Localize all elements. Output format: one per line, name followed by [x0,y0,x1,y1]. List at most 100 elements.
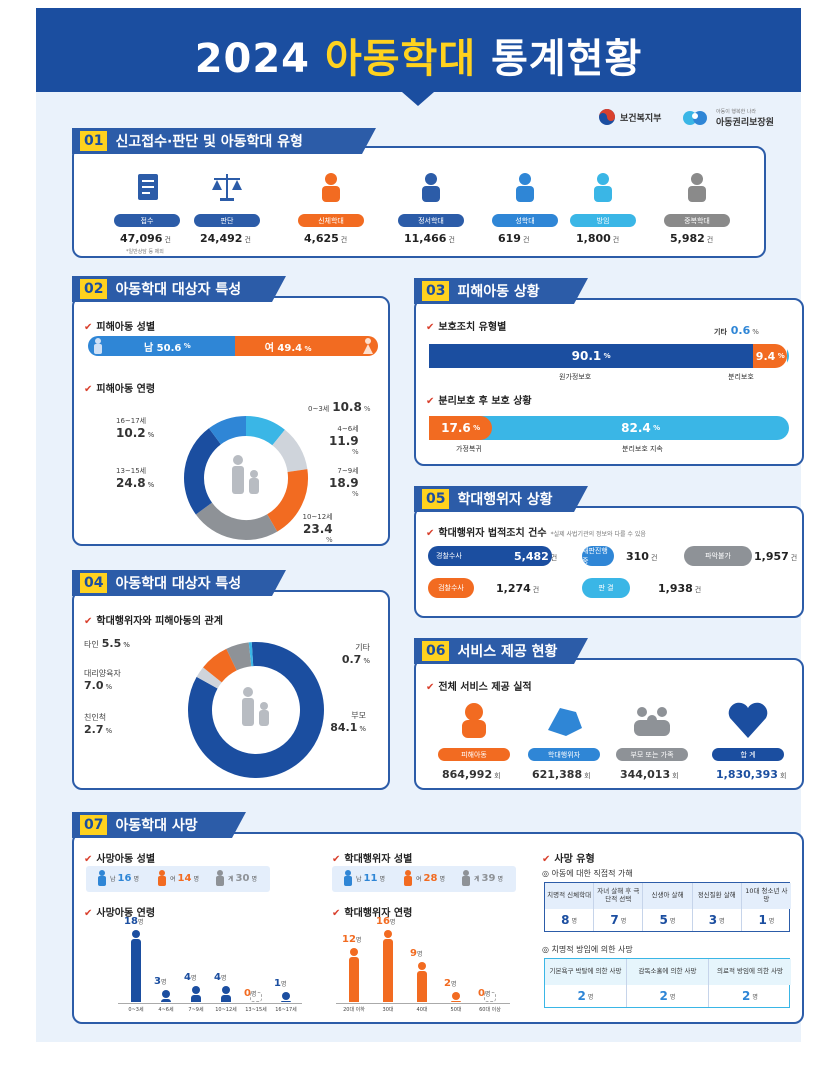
donut-slice [266,469,308,532]
victim-gender-subtitle: ✔ 피해아동 성별 [84,322,156,333]
age-axis-label: 13~15세 [245,1007,267,1013]
age-axis-label: 7~9세 [188,1007,204,1013]
table-header: 기본욕구 박탈에 의한 사망 [545,959,626,985]
services-subtitle: ✔ 전체 서비스 제공 실적 [426,682,532,693]
section-03-header: 03 피해아동 상황 [414,278,588,304]
age-axis-label: 20대 이하 [343,1007,365,1013]
legal-action-label: 검찰수사 [428,578,474,598]
section-01-header: 01 신고접수·판단 및 아동학대 유형 [72,128,376,154]
neglect-table: 기본욕구 박탈에 의한 사망 2 명 감독소홀에 의한 사망 2 명 의료적 방임에 의한 … [544,958,791,1008]
age-axis-label: 0~3세 [128,1007,144,1013]
death-perp-age-subtitle: ✔ 학대행위자 연령 [332,908,413,919]
death-count-label: 1명 [274,978,287,989]
relationship-label: 기타 0.7% [341,643,370,666]
death-count-bar [450,992,462,1002]
etc-segment [787,344,789,368]
emotional-abuse-icon [414,170,448,204]
service-label: 부모 또는 가족 [616,748,688,761]
table-header: 의료적 방임에 의한 사망 [709,959,791,985]
section-reports [72,146,766,258]
death-count-label: 4명 [214,972,227,983]
donut-slice [245,416,285,446]
service-value: 864,992 회 [442,768,501,781]
sexual-abuse-icon [508,170,542,204]
table-header: 신생아 살해 [643,883,692,909]
relationship-label: 부모 84.1% [330,711,366,734]
donut-slice [195,502,278,540]
person-icon [462,870,470,886]
donut-slice [226,642,252,671]
age-axis-label: 40대 [416,1007,428,1013]
poster: 2024 아동학대 통계현황 보건복지부 아동이 행복한 나라 아동권리보장원 0… [36,8,804,1042]
person-icon [216,870,224,886]
clipboard-icon [130,170,164,204]
child-age-axis [118,1003,302,1004]
table-cell: 자녀 살해 후 극단적 선택 7 명 [594,883,644,931]
section-02-header: 02 아동학대 대상자 특성 [72,276,286,302]
donut-slice [203,648,238,683]
etc-value: 기타 0.6% [714,324,759,337]
table-header: 정신질환 살해 [692,883,741,909]
girl-icon [362,338,373,354]
section-06-header: 06 서비스 제공 현황 [414,638,588,664]
table-cell: 의료적 방임에 의한 사망 2 명 [709,959,791,1007]
donut-slice [184,428,222,515]
death-count-label: 12명 [342,934,362,945]
age-axis-label: 4~6세 [158,1007,174,1013]
victim-age-subtitle: ✔ 피해아동 연령 [84,384,156,395]
gender-count: 남 16 명 [96,870,139,886]
death-count-bar [382,930,394,1002]
service-value: 1,830,393 회 [716,768,787,781]
donut-slice [196,667,222,689]
age-label: 0~3세 10.8% [308,400,371,414]
section-07-header: 07 아동학대 사망 [72,812,246,838]
age-label: 7~9세 18.9% [329,467,359,498]
age-axis-label: 60대 이상 [479,1007,501,1013]
gender-count: 계 30 명 [214,870,257,886]
legal-action-value: 1,274 건 [496,582,540,595]
death-count-bar-empty [484,992,496,1002]
male-segment: 남 50.6 % [88,336,235,356]
scale-icon [210,170,244,204]
age-label: 16~17세 10.2% [116,417,155,440]
type-value: 1,800 건 [576,232,620,245]
type-value: 24,492 건 [200,232,251,245]
legal-action-subtitle: ✔ 학대행위자 법적조치 건수 *실제 사법기관의 정보와 다를 수 있음 [426,528,646,539]
family-icon [242,687,269,726]
relationship-subtitle: ✔ 학대행위자와 피해아동의 관계 [84,616,223,627]
physical-abuse-icon [314,170,348,204]
death-count-bar [190,986,202,1002]
return-home-caption: 가정복귀 [456,445,482,453]
person-icon [158,870,166,886]
gender-count: 남 11 명 [342,870,385,886]
home-protection-segment: 90.1 % [429,344,754,368]
direct-harm-table: 치명적 신체학대 8 명 자녀 살해 후 극단적 선택 7 명 신생아 살해 5 명 정신질환 살… [544,882,791,932]
agency-logo: 아동이 행복한 나라 아동권리보장원 [682,108,774,128]
legal-action-value: 1,938 건 [658,582,702,595]
death-count-bar [160,990,172,1002]
legal-action-label: 판 결 [582,578,630,598]
section-05-header: 05 학대행위자 상황 [414,486,588,512]
donut-slice [188,642,324,778]
type-value: 619 건 [498,232,530,245]
header-banner: 2024 아동학대 통계현황 [36,8,801,106]
table-cell: 10대 청소년 사망 1 명 [741,883,791,931]
agency-icon [683,111,707,125]
service-label: 피해아동 [438,748,510,761]
ministry-logo: 보건복지부 [598,108,661,126]
legal-action-value: 310 건 [626,550,658,563]
after-separation-subtitle: ✔ 분리보호 후 보호 상황 [426,396,532,407]
relationship-label: 대리양육자 7.0% [84,669,121,692]
person-icon [98,870,106,886]
multiple-abuse-icon [680,170,714,204]
page-title: 2024 아동학대 통계현황 [194,36,643,82]
separation-segment: 9.4 % [753,344,788,368]
death-perp-gender-box: 남 11 명 여 28 명 계 39 명 [332,866,516,892]
heart-icon [726,700,770,740]
service-value: 621,388 회 [532,768,591,781]
gender-count: 여 14 명 [156,870,199,886]
relationship-label: 친인척 2.7% [84,713,113,736]
death-count-bar-empty [250,992,262,1002]
